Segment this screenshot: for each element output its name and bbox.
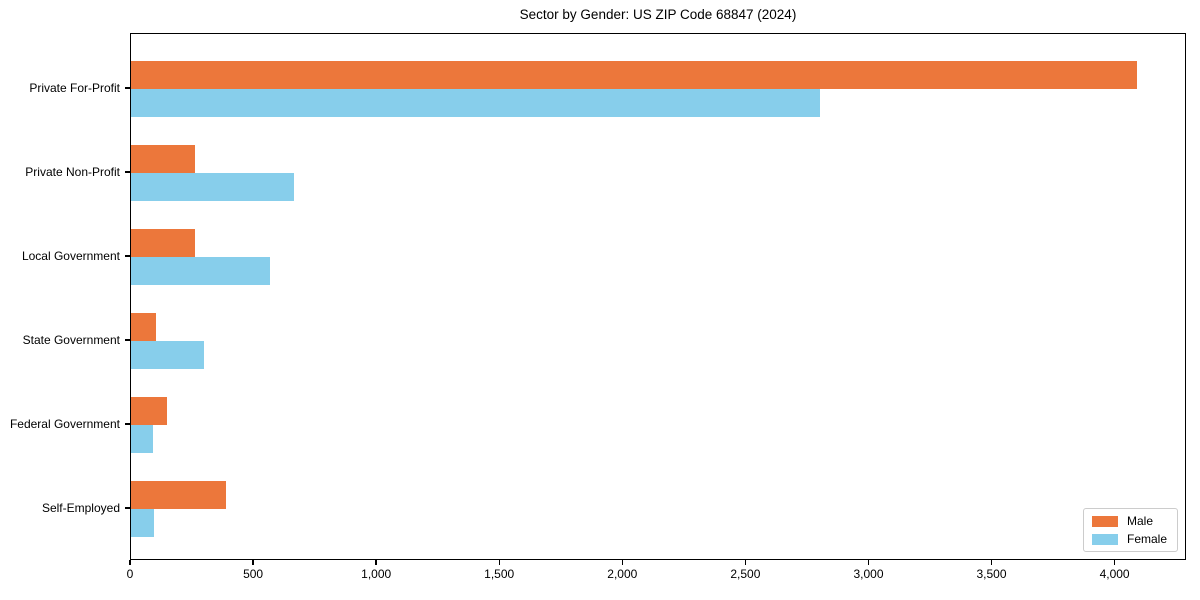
y-tick-label: Private For-Profit <box>29 81 120 95</box>
x-tick-label: 3,500 <box>976 567 1007 581</box>
x-tick-label: 2,000 <box>607 567 638 581</box>
bar-male <box>131 229 195 257</box>
y-tick-label: Self-Employed <box>41 501 120 515</box>
bar-female <box>131 89 821 117</box>
y-tick-label: Local Government <box>21 249 120 263</box>
legend-label-male: Male <box>1126 514 1153 528</box>
bar-male <box>131 313 156 341</box>
x-tick-mark <box>621 560 624 565</box>
x-tick-label: 3,000 <box>853 567 884 581</box>
x-tick-mark <box>867 560 870 565</box>
x-tick-mark <box>129 560 131 565</box>
plot-area: Male Female <box>130 33 1186 560</box>
bar-male <box>131 61 1137 89</box>
bar-female <box>131 509 155 537</box>
bar-male <box>131 397 167 425</box>
y-tick-label: Private Non-Profit <box>25 165 120 179</box>
x-tick-mark <box>744 560 747 565</box>
bars-layer <box>131 34 1185 559</box>
x-tick-label: 1,500 <box>484 567 515 581</box>
x-tick-mark <box>1113 560 1116 565</box>
x-tick-label: 500 <box>243 567 264 581</box>
x-tick-mark <box>990 560 993 565</box>
x-tick-mark <box>252 560 254 565</box>
bar-female <box>131 173 294 201</box>
y-tick-label: State Government <box>22 333 120 347</box>
x-tick-mark <box>375 560 377 565</box>
chart-title: Sector by Gender: US ZIP Code 68847 (202… <box>519 7 797 22</box>
x-tick-label: 1,000 <box>361 567 392 581</box>
x-tick-label: 0 <box>126 567 134 581</box>
legend-item-female: Female <box>1091 532 1167 546</box>
legend-label-female: Female <box>1126 532 1167 546</box>
legend: Male Female <box>1082 508 1178 552</box>
legend-swatch-female-icon <box>1091 533 1118 545</box>
x-tick-label: 4,000 <box>1099 567 1130 581</box>
legend-swatch-male-icon <box>1091 515 1118 527</box>
x-tick-mark <box>498 560 500 565</box>
legend-item-male: Male <box>1091 514 1167 528</box>
bar-female <box>131 425 154 453</box>
x-tick-label: 2,500 <box>730 567 761 581</box>
bar-female <box>131 257 271 285</box>
bar-male <box>131 145 195 173</box>
bar-male <box>131 481 226 509</box>
bar-female <box>131 341 204 369</box>
y-tick-label: Federal Government <box>9 417 120 431</box>
